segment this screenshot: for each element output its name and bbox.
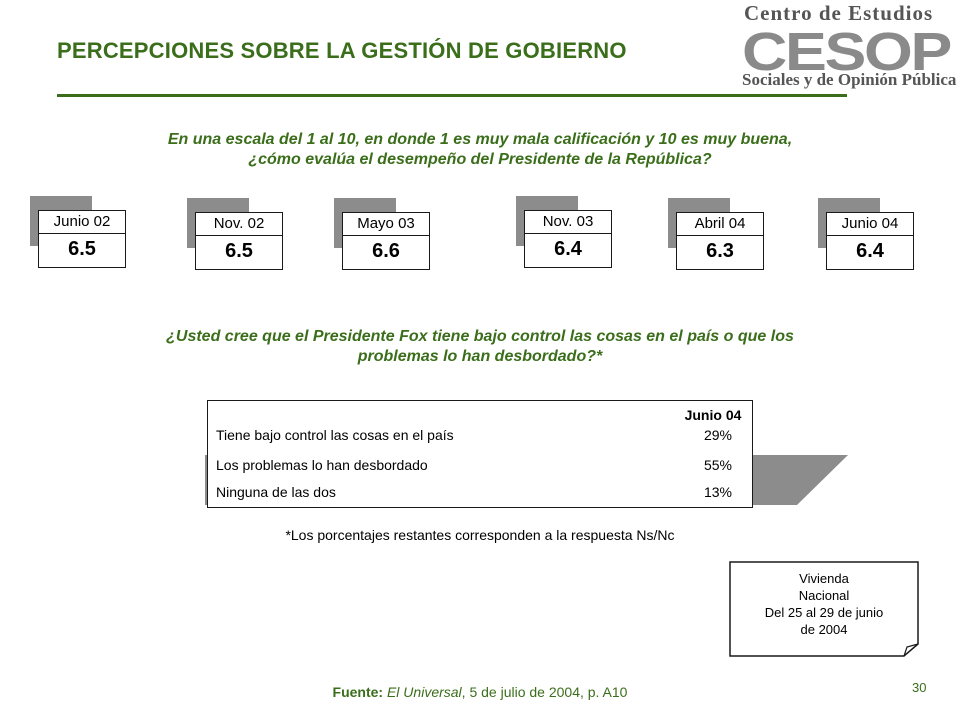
survey-note-text: Vivienda Nacional Del 25 al 29 de junio … — [729, 570, 919, 638]
score-period: Junio 02 — [53, 213, 111, 230]
row-label: Ninguna de las dos — [216, 484, 336, 500]
card-divider — [196, 235, 282, 236]
score-period: Nov. 02 — [213, 215, 265, 232]
source-details: , 5 de julio de 2004, p. A10 — [461, 684, 628, 700]
question-1-line2: ¿cómo evalúa el desempeño del Presidente… — [248, 151, 712, 168]
row-value: 29% — [703, 427, 733, 443]
survey-note-card: Vivienda Nacional Del 25 al 29 de junio … — [729, 561, 919, 657]
footnote: *Los porcentajes restantes corresponden … — [285, 527, 675, 543]
page-number: 30 — [912, 680, 927, 695]
question-2-line1: ¿Usted cree que el Presidente Fox tiene … — [166, 328, 794, 345]
cesop-logo: CESOP — [742, 22, 953, 82]
survey-note-line: Nacional — [798, 588, 850, 603]
score-card: Junio 04 6.4 — [818, 198, 918, 278]
score-card: Nov. 03 6.4 — [516, 196, 616, 276]
card-box: Junio 04 6.4 — [826, 212, 914, 270]
table-column-header: Junio 04 — [684, 407, 742, 423]
source-citation: Fuente: El Universal, 5 de julio de 2004… — [0, 684, 960, 700]
score-card: Nov. 02 6.5 — [187, 198, 287, 278]
score-value: 6.6 — [372, 240, 400, 262]
card-box: Nov. 02 6.5 — [195, 212, 283, 270]
score-card: Junio 02 6.5 — [30, 196, 130, 276]
question-2-line2: problemas lo han desbordado?* — [357, 348, 603, 365]
card-divider — [677, 235, 763, 236]
card-box: Junio 02 6.5 — [38, 210, 126, 268]
score-value: 6.4 — [856, 240, 884, 262]
results-table: Junio 04 Tiene bajo control las cosas en… — [207, 400, 753, 508]
question-1-line1: En una escala del 1 al 10, en donde 1 es… — [167, 131, 793, 148]
question-1: En una escala del 1 al 10, en donde 1 es… — [0, 130, 960, 170]
row-label: Tiene bajo control las cosas en el país — [216, 427, 454, 443]
source-publication: El Universal — [386, 684, 462, 700]
logo-mark: CESOP — [742, 22, 951, 82]
card-box: Mayo 03 6.6 — [342, 212, 430, 270]
logo-top-text: Centro de Estudios — [744, 1, 934, 25]
page-title: PERCEPCIONES SOBRE LA GESTIÓN DE GOBIERN… — [57, 38, 627, 63]
score-period: Junio 04 — [841, 215, 899, 232]
score-period: Mayo 03 — [357, 215, 415, 232]
survey-note-line: Del 25 al 29 de junio — [764, 605, 884, 620]
source-prefix: Fuente: — [332, 684, 384, 700]
title-divider — [57, 94, 847, 97]
row-label: Los problemas lo han desbordado — [216, 457, 428, 473]
score-value: 6.4 — [554, 238, 582, 260]
card-box: Nov. 03 6.4 — [524, 210, 612, 268]
question-2: ¿Usted cree que el Presidente Fox tiene … — [0, 327, 960, 367]
row-value: 13% — [703, 484, 733, 500]
score-card: Mayo 03 6.6 — [334, 198, 434, 278]
score-value: 6.5 — [225, 240, 253, 262]
card-divider — [39, 233, 125, 234]
survey-note-line: de 2004 — [800, 622, 848, 637]
score-card: Abril 04 6.3 — [668, 198, 768, 278]
card-box: Abril 04 6.3 — [676, 212, 764, 270]
card-divider — [827, 235, 913, 236]
score-period: Abril 04 — [694, 215, 746, 232]
row-value: 55% — [703, 457, 733, 473]
score-value: 6.5 — [68, 238, 96, 260]
card-divider — [525, 233, 611, 234]
card-divider — [343, 235, 429, 236]
score-period: Nov. 03 — [542, 213, 594, 230]
logo-bottom-text: Sociales y de Opinión Pública — [742, 70, 957, 89]
note-card-outline — [729, 561, 919, 657]
score-value: 6.3 — [706, 240, 734, 262]
survey-note-line: Vivienda — [799, 571, 849, 586]
